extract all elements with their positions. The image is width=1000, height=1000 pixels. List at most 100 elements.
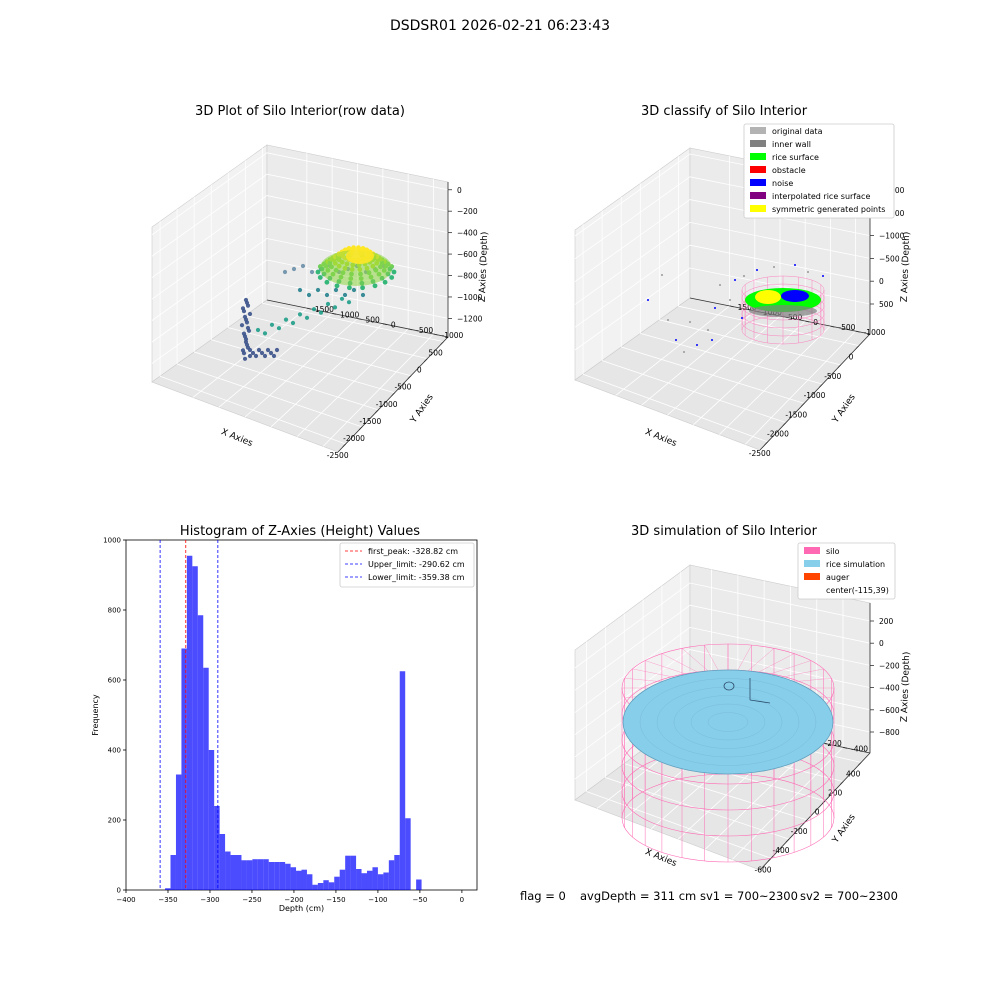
legend-label: center(-115,39) <box>826 586 889 595</box>
legend-label: auger <box>826 573 850 582</box>
histogram-bar <box>372 867 378 890</box>
histogram-bar <box>208 750 215 890</box>
rice-mesh-ring <box>656 686 800 758</box>
x-tick <box>440 341 444 345</box>
grid-y <box>615 305 730 396</box>
x-tick-label: -600 <box>754 865 771 874</box>
status-sv1: sv1 = 700~2300 <box>700 889 798 903</box>
x-tick <box>424 358 428 362</box>
legend-label: rice surface <box>772 153 819 162</box>
x-tick-label: -2500 <box>749 449 771 458</box>
panel1-3d-raw: -2500 -2000 -1500 -1000 -500 0 500 -1000 -500 0 50… <box>151 144 490 460</box>
legend-swatch <box>750 205 766 212</box>
x-tick-label: −100 <box>368 896 387 904</box>
grid-z <box>574 582 871 669</box>
y-tick-label: 1000 <box>340 310 359 319</box>
raw-data-point <box>247 311 253 317</box>
raw-data-point <box>256 347 262 353</box>
raw-data-point <box>297 287 303 293</box>
grid-z <box>574 221 871 305</box>
raw-data-point <box>282 269 288 275</box>
histogram-bar <box>334 876 340 890</box>
legend-box <box>797 542 896 600</box>
z-tick-label: −500 <box>879 254 900 263</box>
y-tick-label: -400 <box>851 744 868 753</box>
x-tick-label: -2000 <box>767 430 789 439</box>
panel1-title: 3D Plot of Silo Interior(row data) <box>195 104 405 119</box>
grid-y <box>667 315 781 416</box>
grid-y <box>296 328 409 437</box>
z-tick-label: 0 <box>879 277 884 286</box>
x-tick-label: −350 <box>158 896 177 904</box>
x-tick-label: 0 <box>815 808 820 817</box>
histogram-bar <box>268 862 275 890</box>
raw-data-point <box>325 301 331 307</box>
x-tick-label: 0 <box>417 366 422 375</box>
histogram-bar <box>301 869 307 890</box>
x-tick <box>407 375 412 379</box>
legend-label: original data <box>772 127 823 136</box>
raw-data-point <box>269 322 275 327</box>
histogram-bar <box>197 615 204 890</box>
grid-z <box>574 626 871 713</box>
grid-y <box>731 747 844 860</box>
histogram-bar <box>214 806 220 890</box>
y-tick-label: 200 <box>108 817 121 825</box>
histogram-bar <box>203 667 209 890</box>
raw-data-point <box>342 292 348 298</box>
raw-data-point <box>241 351 247 356</box>
noise-point <box>719 284 721 286</box>
histogram-bar <box>356 869 362 890</box>
rice-surface-point <box>382 279 388 285</box>
legend-swatch <box>804 573 820 580</box>
histogram-bar <box>285 863 291 890</box>
raw-data-point <box>276 326 282 331</box>
z-axis-label: Z Axies (Depth) <box>478 232 490 303</box>
noise-region <box>781 290 809 302</box>
legend-label: symmetric generated points <box>772 205 885 214</box>
y-tick <box>306 307 311 310</box>
panel2-title: 3D classify of Silo Interior <box>640 104 808 119</box>
noise-point <box>661 274 663 276</box>
x-tick <box>391 392 395 397</box>
auger-line <box>749 699 771 704</box>
x-tick <box>767 858 772 862</box>
y-tick <box>855 330 860 333</box>
legend-simulation: silo rice simulation auger center(-115,39) <box>797 542 896 600</box>
z-axis-label: Z Axies (Depth) <box>900 232 912 303</box>
y-tick <box>357 318 362 320</box>
y-axis-label: Frequency <box>91 694 100 736</box>
histogram-bar <box>416 879 422 890</box>
legend-swatch <box>750 140 766 147</box>
raw-data-point <box>333 287 339 293</box>
histogram-bar <box>350 855 357 890</box>
histogram-bar <box>230 855 237 890</box>
z-tick-label: 0 <box>879 639 884 648</box>
y-axis-label: Y Axies <box>408 392 436 425</box>
rice-surface-point <box>324 279 330 285</box>
noise-point <box>683 351 685 353</box>
status-flag: flag = 0 <box>520 889 566 903</box>
x-tick <box>782 422 787 426</box>
raw-data-point <box>346 300 352 305</box>
raw-data-point <box>332 305 338 310</box>
x-tick-label: -200 <box>791 827 808 836</box>
z-tick-label: −1000 <box>879 232 905 241</box>
y-tick-label: 1500 <box>738 303 757 312</box>
x-axis-line <box>759 333 871 451</box>
rice-mesh-ring <box>690 703 766 741</box>
raw-data-point <box>324 292 330 298</box>
x-tick-label: −250 <box>242 896 261 904</box>
rice-mesh-ring <box>639 678 817 766</box>
noise-point <box>743 275 745 277</box>
histogram-bar <box>274 862 280 890</box>
grid-z <box>574 604 871 691</box>
legend-swatch <box>750 192 766 199</box>
legend-label: silo <box>826 547 840 556</box>
grid-y <box>744 330 856 445</box>
x-tick-label: −50 <box>413 896 428 904</box>
histogram-bar <box>328 882 335 890</box>
y-tick <box>408 328 413 331</box>
legend-label: Upper_limit: -290.62 cm <box>368 560 465 569</box>
legend-label: Lower_limit: -359.38 cm <box>368 573 465 582</box>
